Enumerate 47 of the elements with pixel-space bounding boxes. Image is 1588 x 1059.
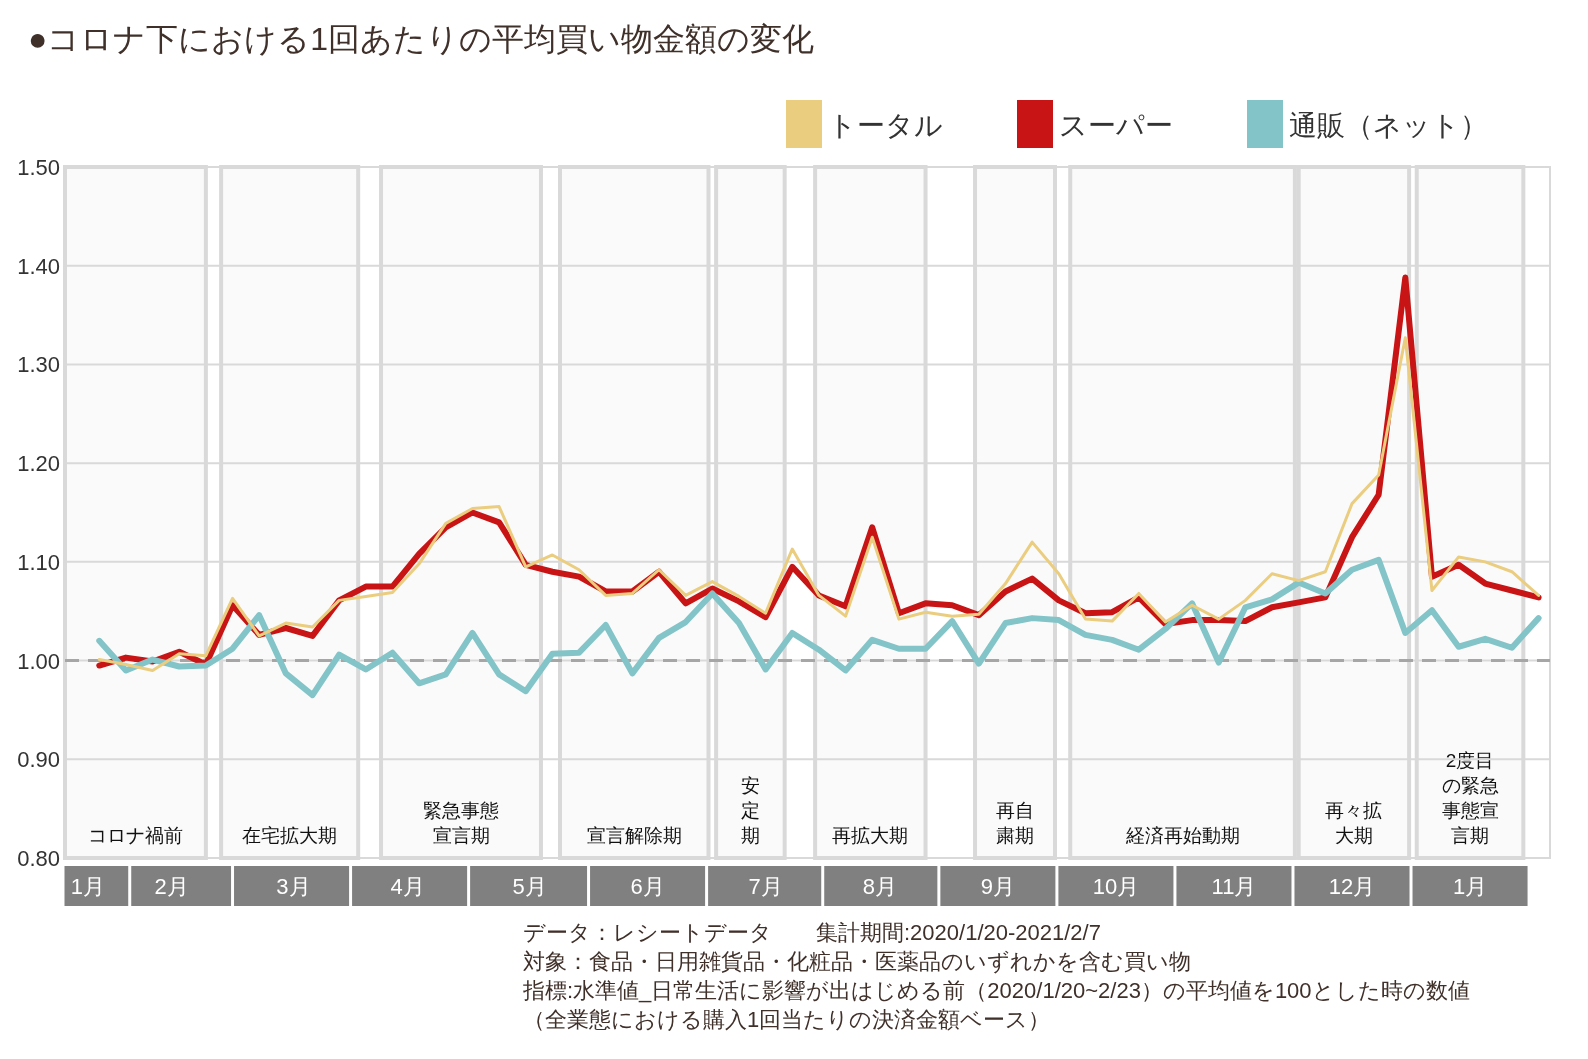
band-label: 再拡大期 xyxy=(832,825,909,846)
band-label: 安定期 xyxy=(740,775,760,846)
band-label: 緊急事態宣言期 xyxy=(423,800,499,846)
x-tick-label: 4月 xyxy=(390,874,425,899)
x-tick-label: 6月 xyxy=(630,874,665,899)
y-tick-label: 1.30 xyxy=(17,352,60,378)
x-tick-label: 1月 xyxy=(70,874,105,899)
y-tick-label: 1.00 xyxy=(17,648,60,674)
x-tick-label: 11月 xyxy=(1211,874,1257,899)
x-tick-label: 9月 xyxy=(980,874,1016,899)
band-label: 再々拡大期 xyxy=(1325,800,1383,846)
band: 安定期 xyxy=(714,165,787,860)
x-tick-label: 5月 xyxy=(512,874,547,899)
y-tick-label: 1.20 xyxy=(17,451,60,477)
y-tick-label: 1.10 xyxy=(17,549,60,575)
x-tick-label: 10月 xyxy=(1092,874,1140,899)
band: 再拡大期 xyxy=(813,165,928,860)
band: 経済再始動期 xyxy=(1068,165,1297,860)
x-tick-label: 8月 xyxy=(862,874,897,899)
band-label: コロナ禍前 xyxy=(87,825,183,846)
band-label: 宣言解除期 xyxy=(586,825,682,846)
legend-label: 通販（ネット） xyxy=(1289,110,1488,141)
text: データ：レシートデータ 集計期間:2020/1/20-2021/2/7 xyxy=(523,920,1101,945)
band: 宣言解除期 xyxy=(558,165,711,860)
band-label: 再自粛期 xyxy=(996,800,1035,846)
y-tick-label: 0.90 xyxy=(17,747,60,773)
x-tick-label: 2月 xyxy=(154,874,189,899)
legend-label: スーパー xyxy=(1059,110,1173,141)
band-label: 経済再始動期 xyxy=(1124,825,1240,846)
band: コロナ禍前 xyxy=(63,165,208,860)
x-tick-label: 1月 xyxy=(1452,874,1488,899)
band: 再々拡大期 xyxy=(1296,165,1412,860)
band-label: 在宅拡大期 xyxy=(242,825,338,846)
text: （全業態における購入1回当たりの決済金額ベース） xyxy=(523,1007,1051,1032)
band: 再自粛期 xyxy=(973,165,1057,860)
y-tick-label: 1.50 xyxy=(17,155,60,180)
band: 在宅拡大期 xyxy=(219,165,361,860)
x-tick-label: 12月 xyxy=(1328,874,1376,899)
legend-label: トータル xyxy=(828,110,943,141)
y-tick-label: 0.80 xyxy=(17,846,60,871)
x-tick-label: 3月 xyxy=(276,874,311,899)
y-tick-label: 1.40 xyxy=(17,253,60,279)
x-tick-label: 7月 xyxy=(748,874,783,899)
text: 対象：食品・日用雑貨品・化粧品・医薬品のいずれかを含む買い物 xyxy=(523,949,1191,974)
text: 指標:水準値_日常生活に影響が出はじめる前（2020/1/20~2/23）の平均値を100とした時の数値 xyxy=(522,978,1470,1003)
chart-title: ●コロナ下における1回あたりの平均買い物金額の変化 xyxy=(28,21,815,57)
band: 緊急事態宣言期 xyxy=(379,165,543,860)
